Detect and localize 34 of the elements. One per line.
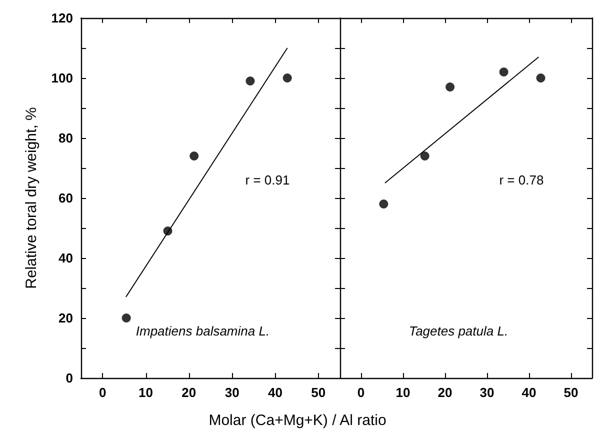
x-tick-label: 30	[480, 385, 494, 400]
annotation: r = 0.78	[499, 172, 544, 188]
point	[536, 74, 546, 82]
x-tick-label: 30	[224, 385, 240, 400]
y-tick-label: 100	[51, 70, 73, 86]
x-tick-label: 20	[438, 385, 452, 400]
x-tick-label: 40	[522, 385, 536, 400]
x-tick-label: 20	[182, 385, 196, 400]
y-tick-label: 0	[66, 370, 73, 386]
x-tick-label: 10	[138, 385, 153, 400]
point	[190, 152, 199, 160]
point	[246, 76, 255, 86]
annotation: r = 0.91	[245, 172, 290, 188]
x-axis-title: Molar (Ca+Mg+K) / Al ratio	[208, 412, 388, 429]
x-tick-label: 10	[396, 385, 410, 400]
point	[282, 74, 292, 82]
point	[499, 68, 508, 76]
point	[446, 82, 455, 92]
x-tick-label: 50	[564, 385, 578, 400]
y-tick-label: 120	[51, 10, 73, 26]
y-tick-label: 40	[58, 250, 73, 266]
point	[379, 200, 388, 208]
x-tick-label: 0	[98, 385, 106, 400]
y-tick-label: 80	[58, 130, 73, 146]
x-tick-label: 40	[268, 385, 282, 400]
annotation: Tagetes patula L.	[408, 324, 508, 339]
y-tick-label: 60	[58, 190, 73, 206]
y-tick-label: 20	[58, 310, 73, 326]
point	[122, 314, 131, 322]
point	[420, 152, 430, 160]
x-tick-label: 50	[311, 385, 326, 400]
annotation: Impatiens balsamina L.	[136, 324, 270, 339]
x-tick-label: 0	[357, 385, 365, 400]
y-axis-title: Relative toral dry weight, %	[23, 107, 40, 289]
